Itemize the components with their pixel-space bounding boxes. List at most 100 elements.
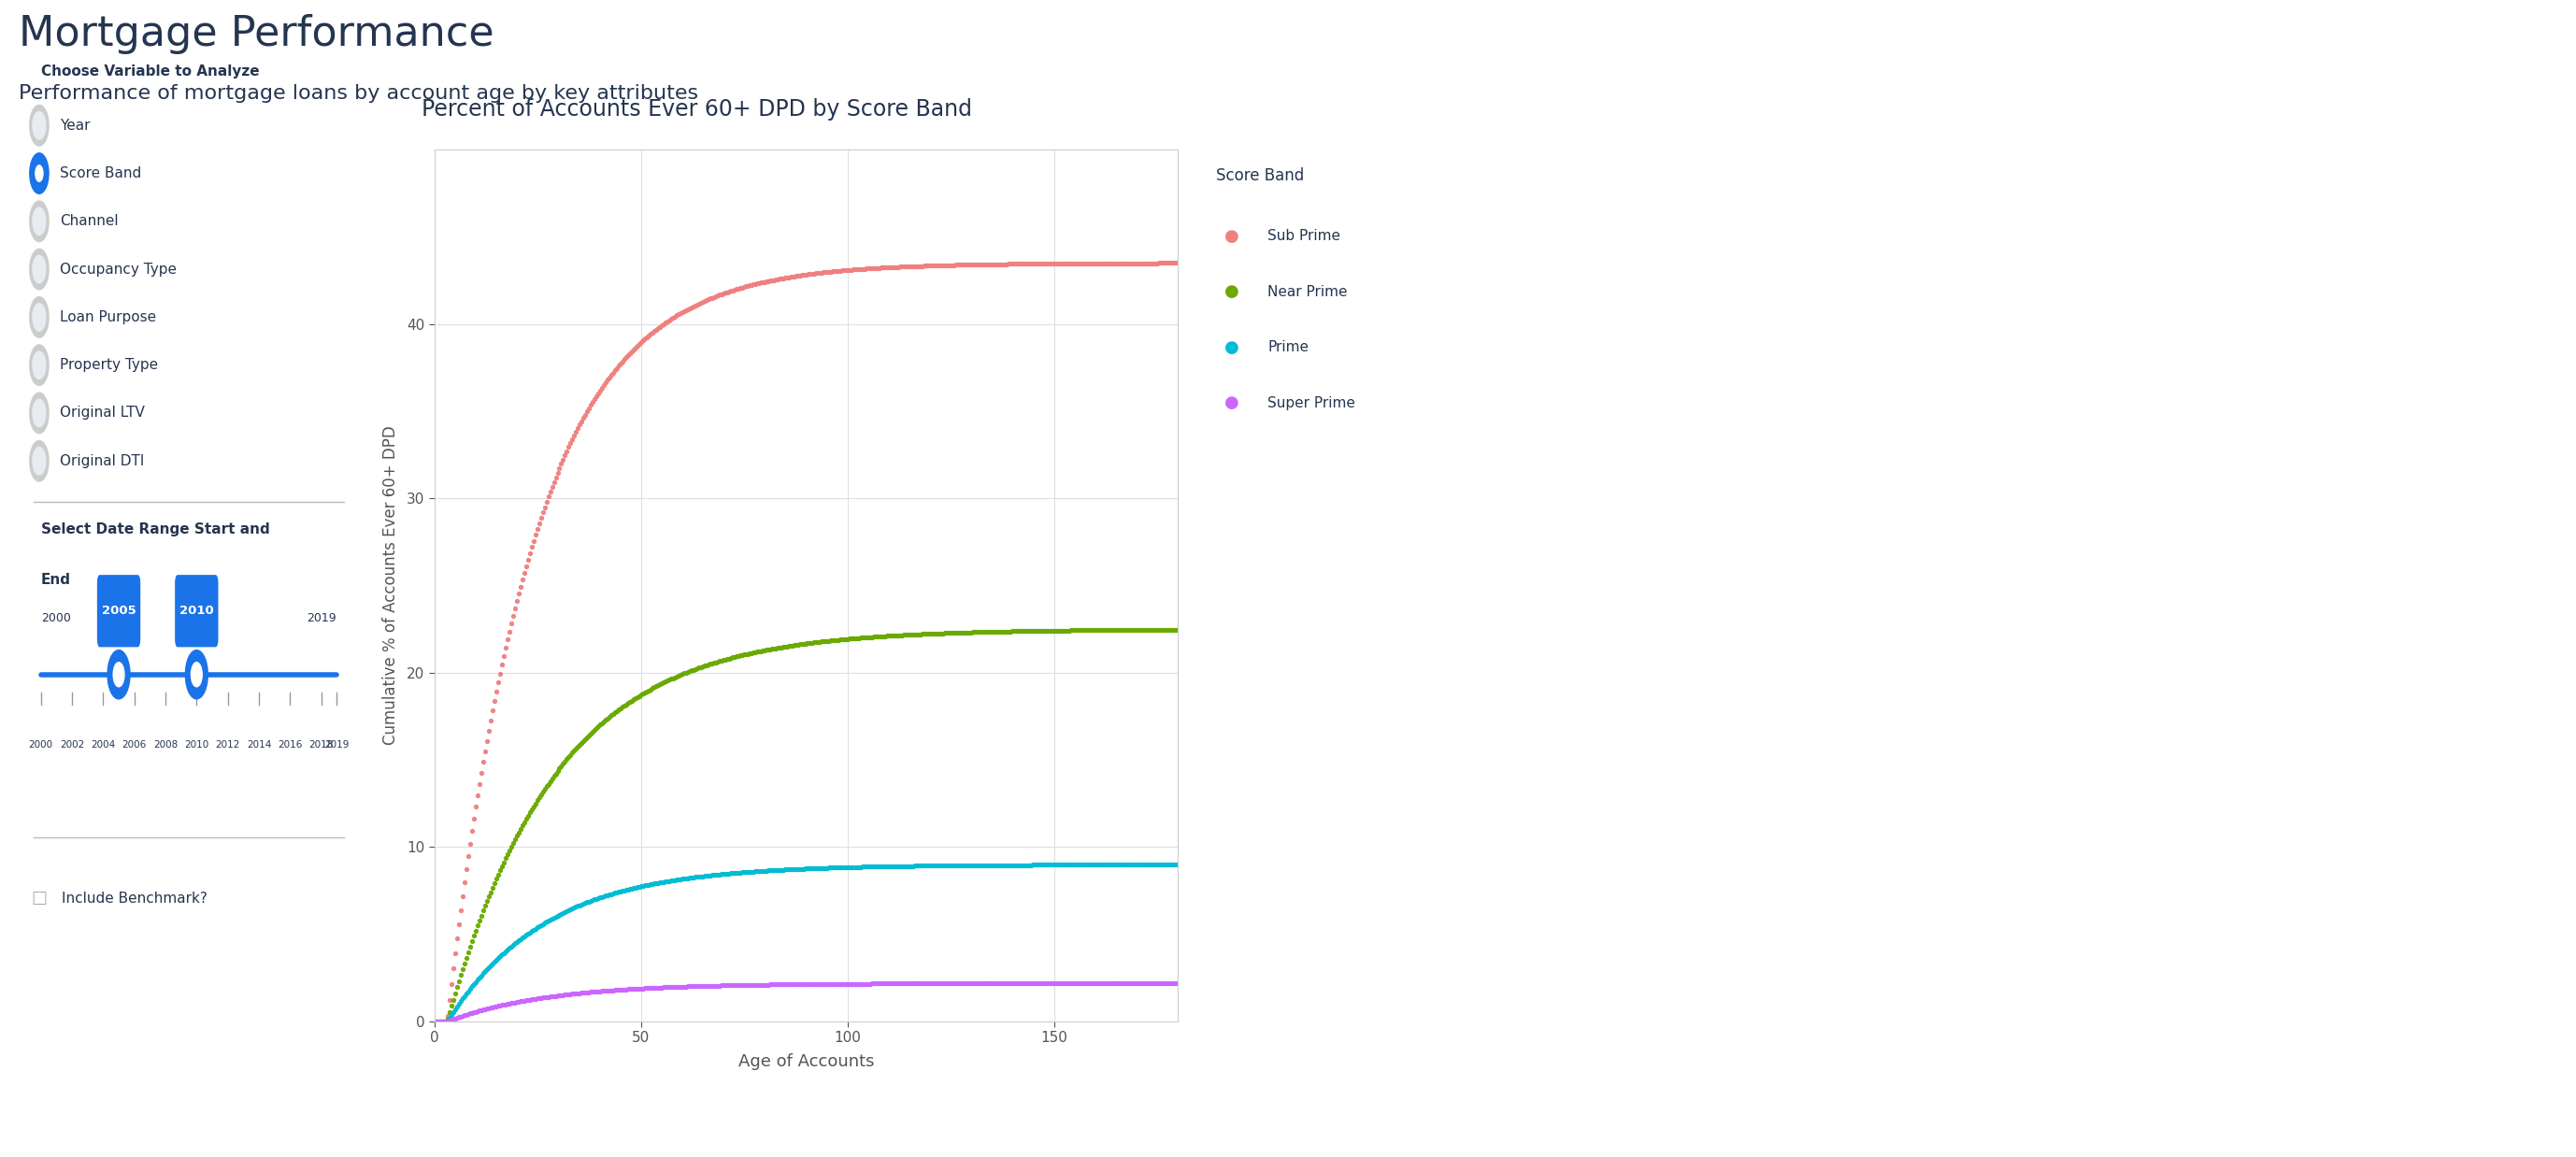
Text: 2019: 2019 [307, 612, 337, 625]
Line: Prime: Prime [433, 863, 1180, 1023]
Ellipse shape [33, 448, 46, 474]
Text: Select Date Range Start and: Select Date Range Start and [41, 522, 270, 536]
Sub Prime [1162, 256, 1193, 270]
Text: □: □ [31, 890, 46, 907]
Ellipse shape [36, 165, 44, 182]
Ellipse shape [108, 650, 129, 699]
Near Prime [662, 670, 693, 684]
Text: 2000: 2000 [41, 612, 70, 625]
Line: Near Prime: Near Prime [433, 628, 1180, 1023]
Super Prime [507, 994, 538, 1008]
X-axis label: Age of Accounts: Age of Accounts [739, 1053, 873, 1070]
Prime [662, 872, 693, 886]
Text: Score Band: Score Band [59, 167, 142, 180]
Prime [714, 867, 744, 880]
Ellipse shape [33, 112, 46, 139]
Text: Choose Variable to Analyze: Choose Variable to Analyze [41, 65, 260, 79]
Ellipse shape [185, 650, 209, 699]
Text: ●: ● [1224, 339, 1239, 356]
Text: 2005: 2005 [100, 604, 137, 617]
Text: Sub Prime: Sub Prime [1267, 229, 1340, 243]
Sub Prime [958, 258, 989, 272]
Text: Mortgage Performance: Mortgage Performance [18, 14, 495, 54]
Text: 2004: 2004 [90, 740, 116, 750]
FancyBboxPatch shape [175, 575, 219, 647]
Sub Prime [714, 285, 744, 299]
Super Prime [662, 980, 693, 994]
FancyBboxPatch shape [98, 575, 142, 647]
Text: 2019: 2019 [325, 740, 348, 750]
Super Prime [958, 977, 989, 990]
Ellipse shape [113, 662, 124, 687]
Prime [420, 1015, 451, 1029]
Text: Percent of Accounts Ever 60+ DPD by Score Band: Percent of Accounts Ever 60+ DPD by Scor… [422, 98, 971, 120]
Text: Super Prime: Super Prime [1267, 396, 1355, 410]
Text: 2006: 2006 [121, 740, 147, 750]
Sub Prime [420, 1015, 451, 1029]
Text: Channel: Channel [59, 214, 118, 228]
Ellipse shape [31, 201, 49, 242]
Text: Original LTV: Original LTV [59, 406, 144, 420]
Ellipse shape [31, 392, 49, 434]
Near Prime [956, 625, 987, 639]
Text: Performance of mortgage loans by account age by key attributes: Performance of mortgage loans by account… [18, 84, 698, 103]
Prime [958, 858, 989, 872]
Sub Prime [662, 309, 693, 323]
Text: 2010: 2010 [180, 604, 214, 617]
Text: Occupancy Type: Occupancy Type [59, 263, 178, 277]
Text: 2000: 2000 [28, 740, 54, 750]
Prime [956, 858, 987, 872]
Line: Super Prime: Super Prime [433, 981, 1180, 1023]
Near Prime [886, 628, 917, 642]
Super Prime [420, 1015, 451, 1029]
Super Prime [714, 979, 744, 993]
Near Prime [958, 625, 989, 639]
Near Prime [507, 816, 538, 830]
Text: Include Benchmark?: Include Benchmark? [62, 891, 206, 905]
Sub Prime [886, 260, 917, 274]
Ellipse shape [31, 297, 49, 338]
Sub Prime [507, 566, 538, 580]
Ellipse shape [33, 352, 46, 378]
Text: Property Type: Property Type [59, 359, 157, 373]
Text: End: End [41, 573, 70, 587]
Text: ●: ● [1224, 395, 1239, 412]
Prime [1162, 857, 1193, 871]
Text: 2014: 2014 [247, 740, 270, 750]
Y-axis label: Cumulative % of Accounts Ever 60+ DPD: Cumulative % of Accounts Ever 60+ DPD [381, 426, 399, 745]
Super Prime [956, 977, 987, 990]
Text: Original DTI: Original DTI [59, 454, 144, 469]
Text: 2016: 2016 [278, 740, 301, 750]
Ellipse shape [191, 662, 201, 687]
Near Prime [1162, 622, 1193, 636]
Ellipse shape [31, 105, 49, 146]
Text: Score Band: Score Band [1216, 167, 1303, 184]
Line: Sub Prime: Sub Prime [433, 261, 1180, 1023]
Ellipse shape [33, 256, 46, 283]
Text: 2002: 2002 [59, 740, 85, 750]
Ellipse shape [33, 399, 46, 427]
Ellipse shape [31, 441, 49, 481]
Near Prime [714, 651, 744, 665]
Text: Near Prime: Near Prime [1267, 285, 1347, 299]
Prime [886, 860, 917, 874]
Text: 2012: 2012 [216, 740, 240, 750]
Text: ●: ● [1224, 228, 1239, 245]
Prime [507, 929, 538, 943]
Text: 2010: 2010 [185, 740, 209, 750]
Super Prime [1162, 977, 1193, 990]
Text: 2018: 2018 [309, 740, 332, 750]
Text: 2008: 2008 [152, 740, 178, 750]
Sub Prime [956, 258, 987, 272]
Ellipse shape [31, 153, 49, 193]
Text: ●: ● [1224, 283, 1239, 301]
Text: Prime: Prime [1267, 340, 1309, 354]
Super Prime [886, 977, 917, 990]
Text: Year: Year [59, 118, 90, 132]
Near Prime [420, 1015, 451, 1029]
Ellipse shape [31, 249, 49, 289]
Ellipse shape [33, 303, 46, 331]
Text: Loan Purpose: Loan Purpose [59, 310, 157, 324]
Ellipse shape [33, 207, 46, 235]
Ellipse shape [31, 345, 49, 385]
